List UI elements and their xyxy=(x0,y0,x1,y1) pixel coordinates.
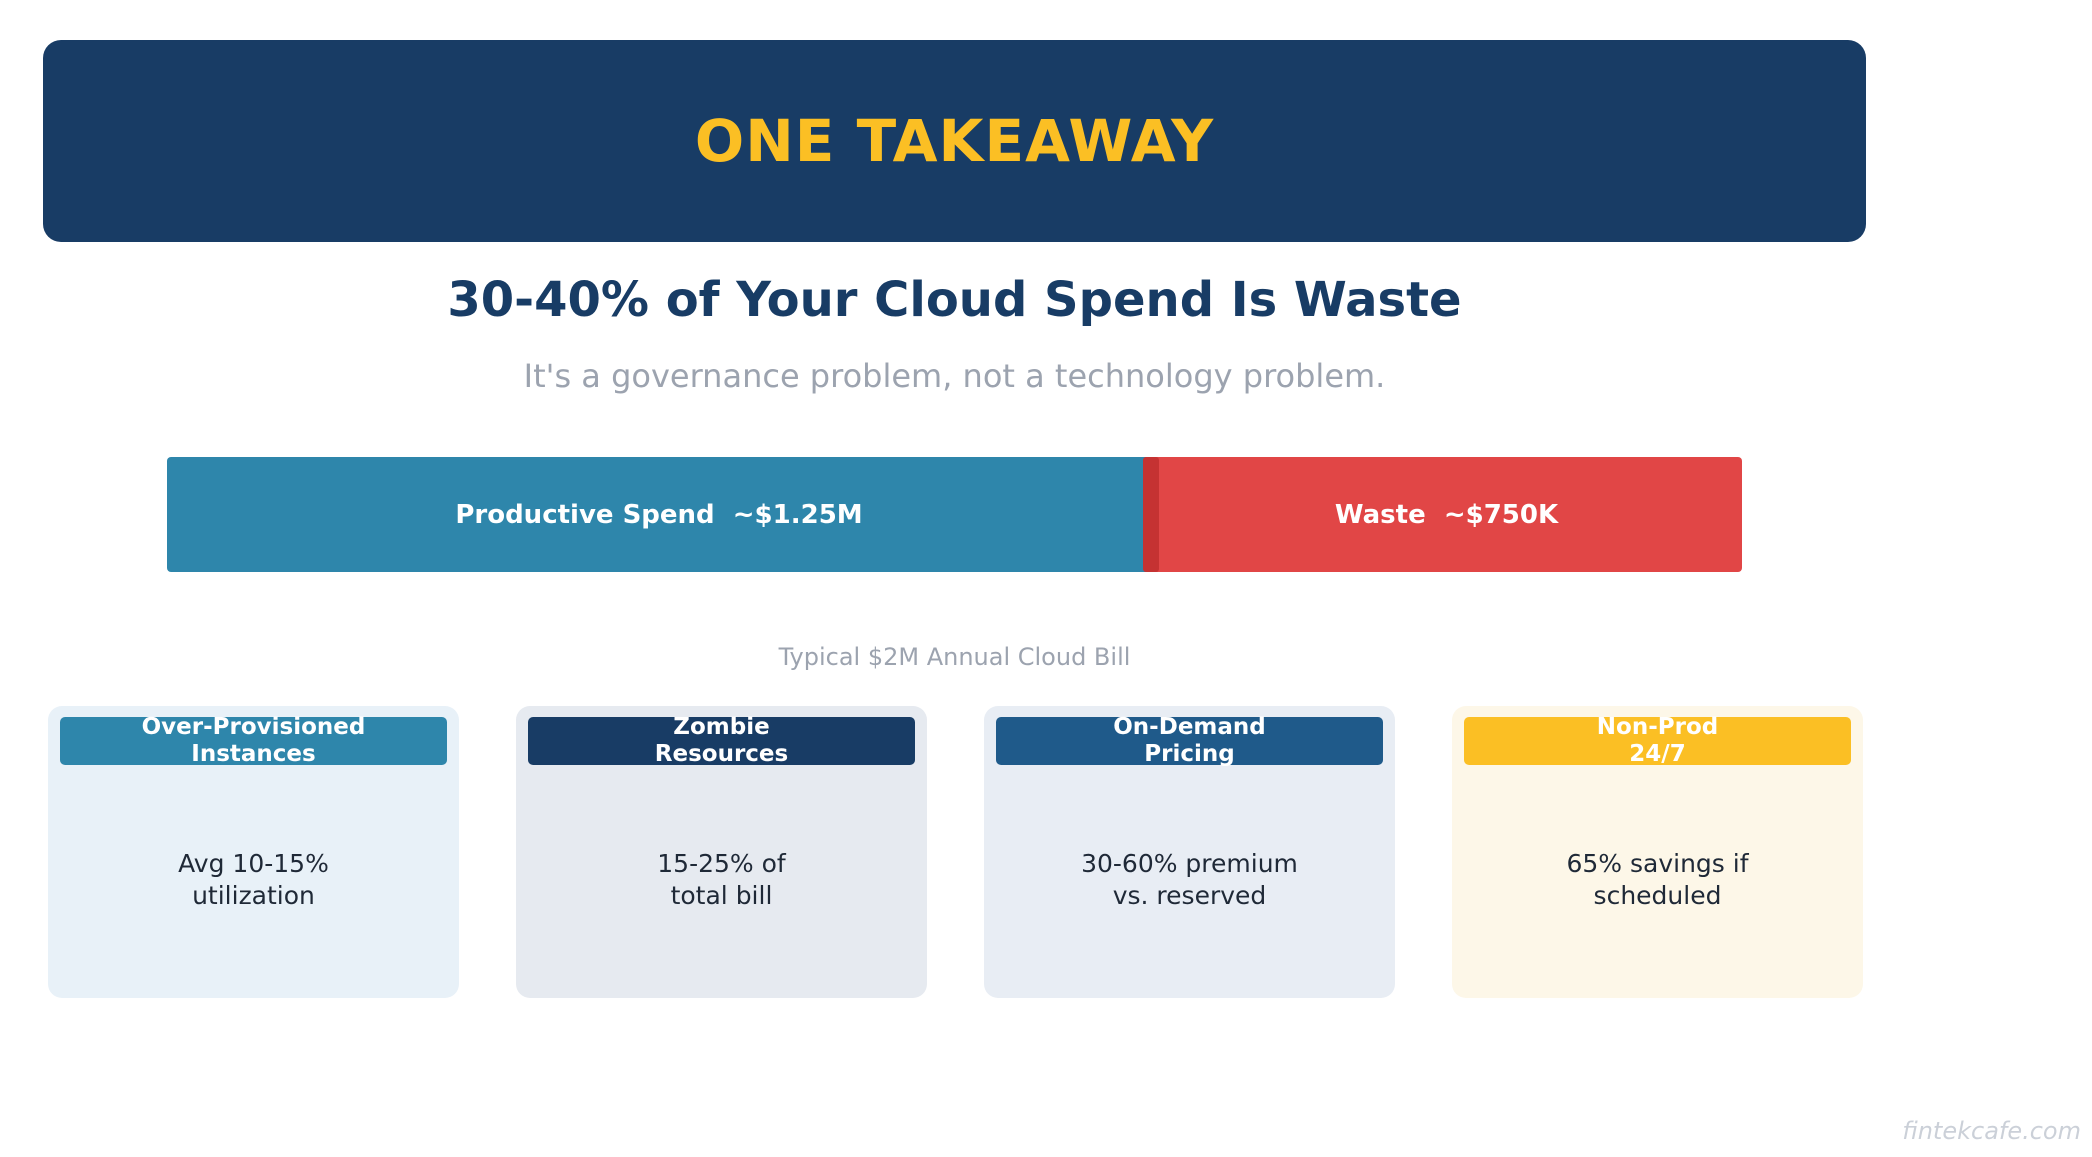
bar-label: Waste ~$750K xyxy=(1334,499,1559,530)
headline: 30-40% of Your Cloud Spend Is Waste xyxy=(447,272,1462,328)
watermark: fintekcafe.com xyxy=(1902,1117,2081,1145)
card-stat: Avg 10-15% utilization xyxy=(178,849,329,910)
waste-card: On-Demand Pricing 30-60% premium vs. rese… xyxy=(984,706,1395,998)
bar-segment-waste: Waste ~$750K xyxy=(1151,457,1742,572)
bar-segment-productive-spend: Productive Spend ~$1.25M xyxy=(167,457,1151,572)
card-stat: 65% savings if scheduled xyxy=(1566,849,1749,910)
card-title: Over-Provisioned Instances xyxy=(60,714,447,767)
waste-card: Over-Provisioned Instances Avg 10-15% uti… xyxy=(48,706,459,998)
bar-divider xyxy=(1143,457,1159,572)
banner-title: ONE TAKEAWAY xyxy=(694,107,1215,175)
spend-bar-chart: Productive Spend ~$1.25M Waste ~$750K xyxy=(167,457,1742,572)
chart-caption: Typical $2M Annual Cloud Bill xyxy=(778,643,1131,671)
subline: It's a governance problem, not a technol… xyxy=(523,357,1386,395)
waste-card: Non-Prod 24/7 65% savings if scheduled xyxy=(1452,706,1863,998)
waste-card: Zombie Resources 15-25% of total bill xyxy=(516,706,927,998)
takeaway-banner: ONE TAKEAWAY xyxy=(43,40,1866,242)
bar-label: Productive Spend ~$1.25M xyxy=(455,499,863,530)
card-title: On-Demand Pricing xyxy=(996,714,1383,767)
card-title: Non-Prod 24/7 xyxy=(1464,714,1851,767)
card-title: Zombie Resources xyxy=(528,714,915,767)
card-stat: 30-60% premium vs. reserved xyxy=(1081,849,1298,910)
card-stat: 15-25% of total bill xyxy=(657,849,786,910)
